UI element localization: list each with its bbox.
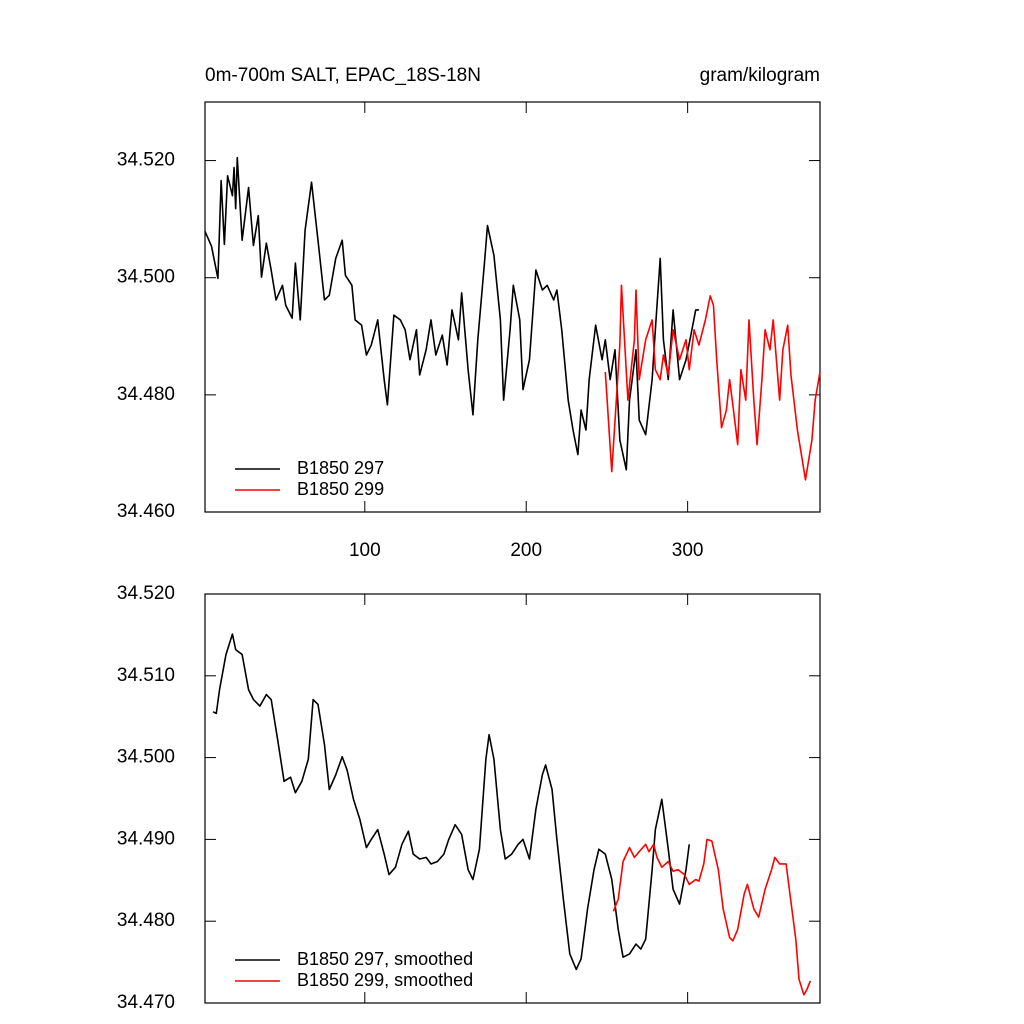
plot-frame	[204, 101, 821, 513]
units-label: gram/kilogram	[700, 65, 820, 86]
chart-title: 0m-700m SALT, EPAC_18S-18N	[205, 65, 481, 86]
data-line	[604, 284, 821, 481]
legend-label: B1850 297	[297, 458, 384, 478]
y-tick-label: 34.490	[117, 828, 175, 849]
y-tick-label: 34.480	[117, 910, 175, 931]
data-line	[204, 156, 699, 471]
plot-frame	[204, 593, 821, 1004]
legend-label: B1850 299	[297, 479, 384, 499]
legend-label: B1850 299, smoothed	[297, 970, 473, 990]
y-tick-label: 34.500	[117, 747, 175, 768]
y-tick-label: 34.520	[117, 583, 175, 604]
x-tick-label: 100	[349, 540, 381, 561]
x-tick-label: 300	[672, 540, 704, 561]
y-tick-label: 34.510	[117, 665, 175, 686]
y-tick-label: 34.480	[117, 384, 175, 405]
legend-label: B1850 297, smoothed	[297, 949, 473, 969]
data-line	[212, 633, 691, 971]
y-tick-label: 34.470	[117, 992, 175, 1013]
data-line	[612, 838, 812, 996]
y-tick-label: 34.460	[117, 501, 175, 522]
y-tick-label: 34.520	[117, 150, 175, 171]
x-tick-label: 200	[510, 540, 542, 561]
y-tick-label: 34.500	[117, 267, 175, 288]
